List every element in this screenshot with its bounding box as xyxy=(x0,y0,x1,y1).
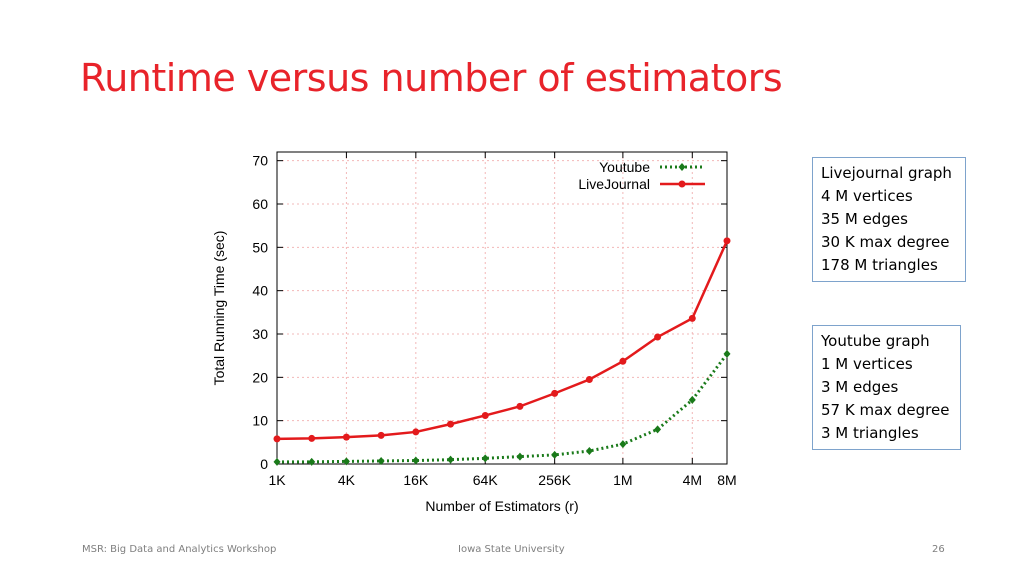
x-tick-label: 16K xyxy=(403,472,429,488)
info-line: 3 M triangles xyxy=(821,424,919,442)
footer-university: Iowa State University xyxy=(458,544,565,555)
youtube-point xyxy=(619,440,627,449)
livejournal-point xyxy=(308,434,316,442)
livejournal-point xyxy=(585,376,593,383)
info-line: 57 K max degree xyxy=(821,401,950,419)
series-layer xyxy=(273,237,731,466)
x-axis-label: Number of Estimators (r) xyxy=(425,498,578,514)
youtube-series xyxy=(273,349,731,466)
axes: 0 10 20 30 40 50 60 70 1K 4K 16K 64K 256K 1M 4M 8M xyxy=(252,152,737,488)
x-tick-label: 8M xyxy=(717,472,736,488)
livejournal-point xyxy=(273,435,281,443)
youtube-point xyxy=(688,395,696,404)
livejournal-point xyxy=(412,428,420,436)
youtube-point xyxy=(551,450,559,459)
livejournal-point xyxy=(654,333,662,341)
info-line: 3 M edges xyxy=(821,378,899,396)
legend-label: LiveJournal xyxy=(578,176,650,192)
info-line: Youtube graph xyxy=(821,332,930,350)
y-tick-label: 0 xyxy=(260,456,268,472)
info-line: 178 M triangles xyxy=(821,256,938,274)
youtube-line xyxy=(277,353,729,464)
livejournal-point xyxy=(551,389,559,397)
livejournal-point xyxy=(688,314,696,322)
youtube-point xyxy=(723,349,731,358)
livejournal-point xyxy=(481,411,489,419)
y-tick-label: 20 xyxy=(252,369,268,385)
footer-workshop: MSR: Big Data and Analytics Workshop xyxy=(82,544,277,555)
youtube-point xyxy=(654,425,662,434)
youtube-point xyxy=(516,452,524,461)
youtube-point xyxy=(585,447,593,455)
youtube-point xyxy=(308,457,316,466)
y-tick-label: 30 xyxy=(252,326,268,342)
youtube-point xyxy=(412,456,420,465)
grid-lines xyxy=(277,152,727,464)
x-tick-label: 4M xyxy=(683,472,702,488)
youtube-point xyxy=(678,163,686,171)
livejournal-point xyxy=(516,402,524,410)
youtube-point xyxy=(342,457,350,466)
plot-area-frame xyxy=(276,151,728,465)
x-tick-label: 64K xyxy=(473,472,499,488)
y-tick-label: 40 xyxy=(252,283,268,299)
livejournal-info-box: Livejournal graph 4 M vertices 35 M edge… xyxy=(812,157,966,282)
livejournal-point xyxy=(447,420,455,428)
y-tick-label: 70 xyxy=(252,153,268,169)
livejournal-line xyxy=(276,240,729,441)
y-tick-label: 50 xyxy=(252,239,268,255)
page-number: 26 xyxy=(932,544,945,555)
info-line: 30 K max degree xyxy=(821,233,950,251)
youtube-info-box: Youtube graph 1 M vertices 3 M edges 57 … xyxy=(812,325,961,450)
info-line: Livejournal graph xyxy=(821,164,952,182)
x-tick-label: 1K xyxy=(268,472,286,488)
livejournal-point xyxy=(377,431,385,439)
livejournal-series xyxy=(273,237,731,443)
info-line: 1 M vertices xyxy=(821,355,913,373)
info-line: 35 M edges xyxy=(821,210,908,228)
slide-title: Runtime versus number of estimators xyxy=(80,56,783,100)
youtube-point xyxy=(481,454,489,463)
youtube-point xyxy=(377,456,385,465)
livejournal-point xyxy=(678,180,686,188)
livejournal-point xyxy=(342,433,350,441)
x-tick-label: 256K xyxy=(538,472,571,488)
youtube-point xyxy=(273,457,281,466)
x-tick-label: 1M xyxy=(613,472,632,488)
youtube-point xyxy=(447,455,455,464)
x-tick-label: 4K xyxy=(338,472,356,488)
info-line: 4 M vertices xyxy=(821,187,913,205)
y-tick-label: 60 xyxy=(252,196,268,212)
livejournal-point xyxy=(619,357,627,365)
y-tick-label: 10 xyxy=(252,413,268,429)
y-axis-label: Total Running Time (sec) xyxy=(211,231,227,386)
livejournal-point xyxy=(723,237,731,245)
legend-label: Youtube xyxy=(599,159,650,175)
